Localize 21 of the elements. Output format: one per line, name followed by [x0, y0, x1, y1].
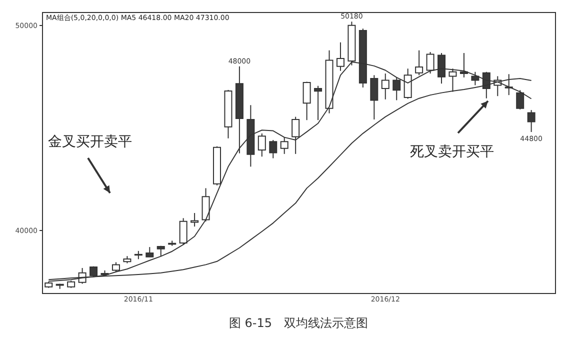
candlestick: [202, 188, 210, 222]
candlestick: [336, 42, 344, 72]
candlestick: [146, 246, 154, 258]
candlestick: [404, 68, 412, 100]
candlestick: [516, 90, 524, 110]
candlestick: [302, 81, 311, 121]
candlestick: [370, 74, 378, 120]
candlestick: [292, 116, 300, 154]
candlestick: [392, 76, 401, 101]
text: 图 6-15 双均线法示意图: [228, 316, 368, 330]
candlestick: [179, 218, 188, 246]
candlestick: [314, 85, 322, 121]
annotation: 金叉买开卖平: [48, 133, 132, 151]
candlestick: [112, 262, 120, 272]
candlestick: [527, 110, 536, 132]
annotation: 死叉卖开买平: [410, 143, 494, 161]
candlestick: [269, 139, 278, 159]
candlestick: [280, 136, 288, 154]
candlestick: [258, 132, 266, 158]
candlestick: [381, 73, 390, 100]
candlestick: [471, 71, 480, 86]
